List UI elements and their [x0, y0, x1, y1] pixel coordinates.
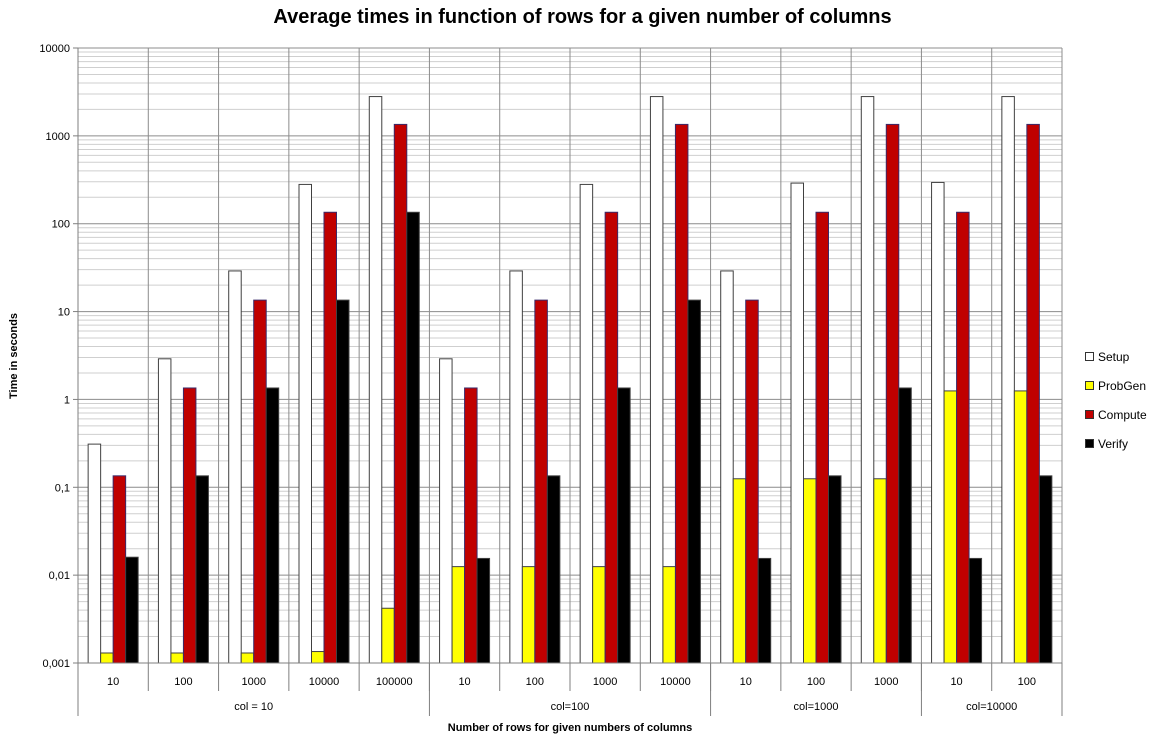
- x-tick-label: 10: [950, 676, 962, 688]
- group-label: col=100: [551, 701, 590, 713]
- bar-compute: [956, 211, 970, 664]
- x-tick-label: 10: [458, 676, 470, 688]
- bar-compute: [674, 123, 689, 664]
- y-tick-label: 1: [64, 394, 70, 406]
- bar-probgen: [451, 566, 466, 664]
- bar-probgen: [803, 478, 817, 664]
- bar-setup: [1001, 96, 1015, 664]
- bar-probgen: [943, 390, 958, 664]
- legend-item-verify: Verify: [1085, 429, 1147, 458]
- legend-label: Compute: [1098, 407, 1147, 422]
- bar-probgen: [311, 651, 325, 664]
- x-axis-label: Number of rows for given numbers of colu…: [447, 722, 693, 734]
- bar-verify: [406, 211, 420, 664]
- legend: Setup ProbGen Compute Verify: [1085, 342, 1147, 458]
- bar-verify: [617, 387, 631, 664]
- bar-setup: [931, 181, 945, 664]
- y-tick-label: 0,1: [55, 482, 70, 494]
- bar-probgen: [592, 566, 606, 664]
- bar-compute: [182, 387, 197, 664]
- bar-probgen: [521, 566, 536, 664]
- x-tick-label: 1000: [593, 676, 617, 688]
- bar-compute: [112, 475, 127, 664]
- x-tick-label: 1000: [874, 676, 898, 688]
- legend-item-setup: Setup: [1085, 342, 1147, 371]
- x-tick-label: 100: [174, 676, 192, 688]
- bar-verify: [336, 299, 350, 664]
- bar-setup: [439, 358, 453, 664]
- bar-setup: [720, 270, 734, 664]
- legend-swatch: [1085, 439, 1094, 448]
- bar-compute: [534, 299, 548, 664]
- bar-probgen: [240, 652, 255, 664]
- y-tick-label: 0,01: [49, 570, 70, 582]
- bar-compute: [885, 123, 900, 664]
- bar-compute: [1026, 123, 1040, 664]
- x-tick-label: 1000: [241, 676, 265, 688]
- y-tick-label: 10000: [39, 43, 70, 55]
- bar-setup: [790, 182, 804, 664]
- y-tick-label: 1000: [46, 131, 70, 143]
- x-tick-label: 10: [107, 676, 119, 688]
- y-tick-label: 0,001: [42, 658, 70, 670]
- bar-setup: [87, 443, 102, 664]
- legend-label: ProbGen: [1098, 378, 1147, 393]
- bar-probgen: [662, 566, 676, 664]
- bar-verify: [1038, 475, 1053, 664]
- bar-compute: [604, 211, 619, 664]
- group-label: col=1000: [794, 701, 839, 713]
- group-label: col = 10: [234, 701, 273, 713]
- x-tick-label: 10000: [660, 676, 691, 688]
- x-tick-label: 100: [1018, 676, 1036, 688]
- bar-setup: [157, 358, 172, 664]
- x-tick-label: 10000: [309, 676, 340, 688]
- legend-swatch: [1085, 410, 1094, 419]
- bar-setup: [860, 96, 875, 664]
- bar-compute: [815, 211, 829, 664]
- legend-item-compute: Compute: [1085, 400, 1147, 429]
- x-tick-label: 100: [526, 676, 544, 688]
- legend-swatch: [1085, 381, 1094, 390]
- legend-item-probgen: ProbGen: [1085, 371, 1147, 400]
- bar-setup: [228, 270, 242, 664]
- bar-verify: [125, 556, 139, 664]
- bar-verify: [546, 475, 561, 664]
- bar-setup: [509, 270, 523, 664]
- bar-verify: [757, 557, 772, 664]
- bar-verify: [898, 387, 912, 664]
- bar-probgen: [100, 652, 114, 664]
- bar-compute: [464, 387, 478, 664]
- x-tick-label: 10: [740, 676, 752, 688]
- legend-label: Setup: [1098, 349, 1130, 364]
- bar-compute: [253, 299, 267, 664]
- y-tick-label: 10: [58, 307, 70, 319]
- bar-verify: [828, 475, 842, 664]
- group-label: col=10000: [966, 701, 1017, 713]
- bar-setup: [649, 96, 664, 664]
- bar-probgen: [1013, 390, 1028, 664]
- bar-verify: [265, 387, 280, 664]
- bar-compute: [323, 211, 337, 664]
- bar-verify: [195, 475, 209, 664]
- bar-verify: [476, 557, 491, 664]
- bar-setup: [368, 96, 383, 664]
- bar-setup: [298, 183, 312, 664]
- legend-label: Verify: [1098, 436, 1129, 451]
- bar-probgen: [732, 478, 747, 664]
- bar-compute: [393, 123, 408, 664]
- y-tick-label: 100: [52, 219, 70, 231]
- bar-probgen: [381, 607, 395, 664]
- bar-verify: [687, 299, 701, 664]
- x-tick-label: 100000: [376, 676, 413, 688]
- bar-probgen: [170, 652, 184, 664]
- bar-compute: [745, 299, 759, 664]
- legend-swatch: [1085, 352, 1094, 361]
- bar-probgen: [873, 478, 887, 664]
- bar-setup: [579, 183, 594, 664]
- chart-title: Average times in function of rows for a …: [273, 6, 892, 28]
- bar-verify: [968, 557, 983, 664]
- x-tick-label: 100: [807, 676, 825, 688]
